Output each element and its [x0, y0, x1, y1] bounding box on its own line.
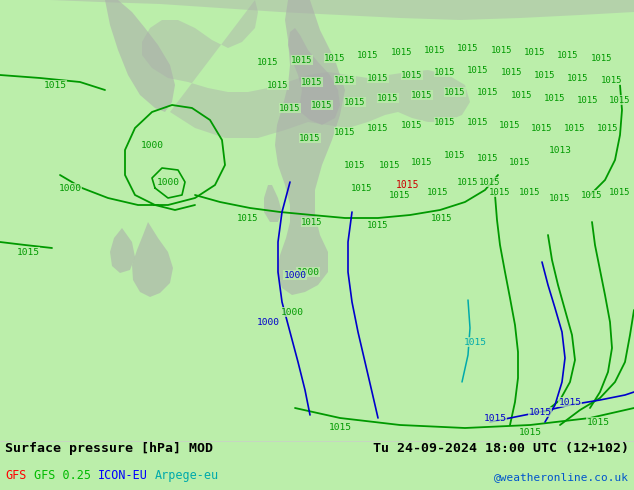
Text: @weatheronline.co.uk: @weatheronline.co.uk: [494, 472, 629, 482]
Text: 1015: 1015: [567, 74, 589, 82]
Text: 1015: 1015: [434, 118, 456, 126]
Text: 1015: 1015: [301, 218, 323, 226]
Text: 1015: 1015: [396, 180, 420, 190]
Text: GFS 0.25: GFS 0.25: [34, 469, 91, 482]
Text: 1015: 1015: [268, 80, 288, 90]
Text: 1015: 1015: [457, 44, 479, 52]
Text: 1015: 1015: [467, 118, 489, 126]
Text: 1015: 1015: [257, 57, 279, 67]
Polygon shape: [288, 28, 340, 125]
Text: 1015: 1015: [544, 94, 566, 102]
Text: 1015: 1015: [592, 53, 612, 63]
Text: 1015: 1015: [391, 48, 413, 56]
Text: 1015: 1015: [357, 50, 378, 59]
Text: 1015: 1015: [534, 71, 556, 79]
Text: 1015: 1015: [529, 408, 552, 416]
Text: 1015: 1015: [351, 183, 373, 193]
Text: 1000: 1000: [283, 270, 306, 279]
Text: 1015: 1015: [444, 150, 466, 160]
Text: 1015: 1015: [334, 75, 356, 84]
Text: 1015: 1015: [499, 121, 521, 129]
Text: 1015: 1015: [477, 153, 499, 163]
Text: Surface pressure [hPa] MOD: Surface pressure [hPa] MOD: [5, 442, 213, 455]
Text: 1015: 1015: [511, 91, 533, 99]
Text: 1015: 1015: [557, 50, 579, 59]
Text: 1015: 1015: [237, 214, 259, 222]
Text: 1000: 1000: [58, 183, 82, 193]
Polygon shape: [142, 0, 470, 138]
Text: 1015: 1015: [434, 68, 456, 76]
Text: 1000: 1000: [141, 141, 164, 149]
Text: 1015: 1015: [477, 88, 499, 97]
Text: 1015: 1015: [559, 397, 581, 407]
Text: 1015: 1015: [16, 247, 39, 256]
Text: 1015: 1015: [577, 96, 598, 104]
Text: 1015: 1015: [424, 46, 446, 54]
Polygon shape: [105, 0, 175, 112]
Text: 1015: 1015: [324, 53, 346, 63]
Text: 1015: 1015: [427, 188, 449, 196]
Text: 1015: 1015: [549, 194, 571, 202]
Text: 1015: 1015: [279, 103, 301, 113]
Text: 1015: 1015: [301, 77, 323, 87]
Text: 1015: 1015: [411, 157, 433, 167]
Text: 1015: 1015: [411, 91, 433, 99]
Text: 1015: 1015: [367, 123, 389, 132]
Text: 1000: 1000: [297, 268, 320, 276]
Text: 1015: 1015: [367, 74, 389, 82]
Text: 1015: 1015: [491, 46, 513, 54]
Text: 1015: 1015: [401, 121, 423, 129]
Text: 1015: 1015: [601, 75, 623, 84]
Text: Tu 24-09-2024 18:00 UTC (12+102): Tu 24-09-2024 18:00 UTC (12+102): [373, 442, 629, 455]
Text: 1015: 1015: [463, 338, 486, 346]
Text: 1013: 1013: [548, 146, 571, 154]
Text: 1015: 1015: [291, 55, 313, 65]
Text: 1015: 1015: [479, 177, 501, 187]
Polygon shape: [264, 185, 282, 222]
Text: 1015: 1015: [581, 191, 603, 199]
Text: 1015: 1015: [467, 66, 489, 74]
Text: 1015: 1015: [489, 188, 511, 196]
Text: 1015: 1015: [457, 177, 479, 187]
Polygon shape: [110, 228, 135, 273]
Text: 1015: 1015: [401, 71, 423, 79]
Polygon shape: [0, 0, 634, 20]
Text: 1015: 1015: [501, 68, 523, 76]
Text: 1015: 1015: [44, 80, 67, 90]
Text: 1015: 1015: [519, 188, 541, 196]
Text: 1015: 1015: [519, 427, 541, 437]
Text: 1000: 1000: [157, 177, 179, 187]
Text: 1015: 1015: [484, 414, 507, 422]
Text: GFS: GFS: [5, 469, 27, 482]
Text: 1015: 1015: [524, 48, 546, 56]
Text: 1015: 1015: [509, 157, 531, 167]
Text: 1015: 1015: [389, 191, 411, 199]
Text: 1015: 1015: [431, 214, 453, 222]
Text: 1015: 1015: [367, 220, 389, 229]
Text: 1015: 1015: [344, 161, 366, 170]
Text: 1015: 1015: [344, 98, 366, 106]
Text: 1015: 1015: [609, 96, 631, 104]
Text: 1015: 1015: [379, 161, 401, 170]
Text: 1015: 1015: [311, 100, 333, 109]
Text: 1015: 1015: [377, 94, 399, 102]
Text: 1015: 1015: [328, 422, 351, 432]
Text: 1015: 1015: [609, 188, 631, 196]
Polygon shape: [275, 0, 345, 295]
Polygon shape: [132, 222, 173, 297]
Text: 1000: 1000: [257, 318, 280, 326]
Text: 1015: 1015: [564, 123, 586, 132]
Text: 1015: 1015: [586, 417, 609, 426]
Text: ICON-EU: ICON-EU: [98, 469, 148, 482]
Text: 1015: 1015: [597, 123, 619, 132]
Text: 1015: 1015: [334, 127, 356, 137]
Text: 1015: 1015: [531, 123, 553, 132]
Text: 1000: 1000: [280, 308, 304, 317]
Text: 1015: 1015: [444, 88, 466, 97]
Text: 1015: 1015: [299, 133, 321, 143]
Text: Arpege-eu: Arpege-eu: [155, 469, 219, 482]
